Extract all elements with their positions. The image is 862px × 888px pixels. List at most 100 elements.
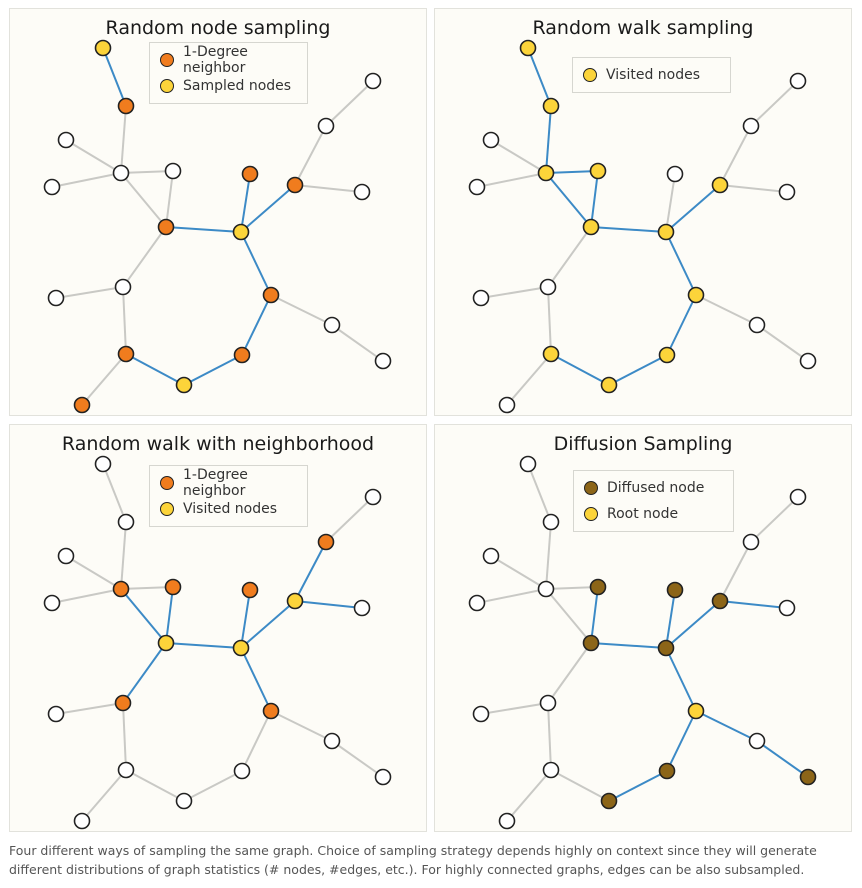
graph-node-brown bbox=[582, 634, 600, 652]
sampled-edge bbox=[241, 294, 272, 356]
legend-swatch bbox=[584, 507, 598, 521]
graph-node bbox=[748, 316, 766, 334]
legend-label: Sampled nodes bbox=[183, 78, 292, 94]
legend: Diffused node Root node bbox=[573, 470, 734, 532]
graph-node-orange bbox=[73, 396, 91, 414]
graph-edge bbox=[476, 172, 547, 188]
panel-diffusion-sampling: Diffusion Sampling Diffused node Root no… bbox=[434, 424, 852, 832]
sampled-edge bbox=[165, 642, 242, 649]
graph-edge bbox=[545, 586, 599, 590]
legend-item: Sampled nodes bbox=[160, 73, 297, 99]
legend: 1-Degree neighbor Sampled nodes bbox=[149, 42, 308, 104]
graph-node-yellow bbox=[94, 39, 112, 57]
graph-node bbox=[323, 316, 341, 334]
legend-swatch bbox=[160, 502, 174, 516]
graph-node-yellow bbox=[519, 39, 537, 57]
graph-node bbox=[537, 580, 555, 598]
graph-edge bbox=[550, 769, 610, 802]
graph-edge bbox=[719, 125, 752, 186]
graph-edge bbox=[547, 702, 552, 771]
graph-node bbox=[43, 594, 61, 612]
graph-node bbox=[742, 117, 760, 135]
graph-node bbox=[498, 812, 516, 830]
graph-node bbox=[47, 705, 65, 723]
graph-node bbox=[112, 164, 130, 182]
graph-edge bbox=[665, 173, 676, 233]
sampled-edge bbox=[665, 647, 697, 712]
legend: Visited nodes bbox=[572, 57, 731, 93]
legend-item: Root node bbox=[584, 501, 723, 527]
graph-node bbox=[519, 455, 537, 473]
graph-edge bbox=[65, 139, 122, 174]
graph-node bbox=[43, 178, 61, 196]
graph-node bbox=[468, 594, 486, 612]
graph-node bbox=[57, 131, 75, 149]
graph-edge bbox=[325, 496, 374, 543]
graph-edge bbox=[547, 226, 592, 288]
graph-edge bbox=[719, 541, 752, 602]
legend-item: Visited nodes bbox=[583, 62, 720, 88]
graph-node-yellow bbox=[589, 162, 607, 180]
sampled-edge bbox=[550, 353, 610, 386]
legend-label: 1-Degree neighbor bbox=[183, 467, 248, 499]
graph-node-yellow bbox=[600, 376, 618, 394]
sampled-edge bbox=[183, 354, 243, 386]
sampled-edge bbox=[666, 710, 697, 772]
sampled-edge bbox=[120, 588, 167, 644]
graph-node bbox=[748, 732, 766, 750]
graph-edge bbox=[51, 588, 122, 604]
graph-edge bbox=[476, 588, 547, 604]
graph-node bbox=[789, 488, 807, 506]
graph-edge bbox=[125, 769, 185, 802]
sampled-edge bbox=[665, 589, 676, 649]
graph-edge bbox=[506, 353, 552, 406]
sampled-edge bbox=[125, 353, 185, 386]
graph-node-yellow bbox=[542, 345, 560, 363]
graph-node bbox=[47, 289, 65, 307]
graph-edge bbox=[325, 80, 374, 127]
sampled-edge bbox=[240, 184, 296, 233]
graph-node-orange bbox=[286, 176, 304, 194]
legend-item: 1-Degree neighbor bbox=[160, 467, 297, 499]
graph-edge bbox=[122, 286, 127, 355]
sampled-edge bbox=[608, 770, 668, 802]
graph-canvas bbox=[468, 39, 817, 414]
graph-node-brown bbox=[658, 762, 676, 780]
panel-title: Random node sampling bbox=[105, 17, 331, 39]
graph-node-orange bbox=[117, 345, 135, 363]
graph-node-yellow bbox=[687, 702, 705, 720]
legend-swatch bbox=[583, 68, 597, 82]
graph-node-brown bbox=[589, 578, 607, 596]
legend-label: 1-Degree neighbor bbox=[183, 44, 248, 76]
sampled-edge bbox=[122, 642, 167, 704]
legend: 1-Degree neighbor Visited nodes bbox=[149, 465, 308, 527]
sampled-edge bbox=[240, 173, 251, 233]
graph-node bbox=[164, 162, 182, 180]
graph-node bbox=[73, 812, 91, 830]
graph-node bbox=[353, 183, 371, 201]
graph-node bbox=[468, 178, 486, 196]
graph-edge bbox=[81, 353, 127, 406]
graph-node bbox=[482, 547, 500, 565]
graph-node bbox=[117, 513, 135, 531]
legend-item: Diffused node bbox=[584, 475, 723, 501]
panel-title: Diffusion Sampling bbox=[553, 433, 733, 455]
graph-node-yellow bbox=[582, 218, 600, 236]
legend-label: Diffused node bbox=[607, 480, 705, 496]
graph-edge bbox=[122, 702, 127, 771]
panel-title: Random walk with neighborhood bbox=[61, 433, 375, 455]
graph-edge bbox=[55, 286, 124, 299]
graph-node bbox=[539, 278, 557, 296]
graph-edge bbox=[695, 294, 758, 326]
sampled-edge bbox=[240, 589, 251, 649]
graph-node bbox=[317, 117, 335, 135]
graph-node bbox=[799, 352, 817, 370]
sampled-edge bbox=[756, 740, 809, 778]
graph-node-yellow bbox=[687, 286, 705, 304]
graph-edge bbox=[65, 555, 122, 590]
panel-title: Random walk sampling bbox=[532, 17, 754, 39]
graph-node bbox=[472, 705, 490, 723]
graph-edge bbox=[545, 588, 592, 644]
sampled-edge bbox=[294, 541, 327, 602]
sampled-edge bbox=[545, 170, 599, 174]
